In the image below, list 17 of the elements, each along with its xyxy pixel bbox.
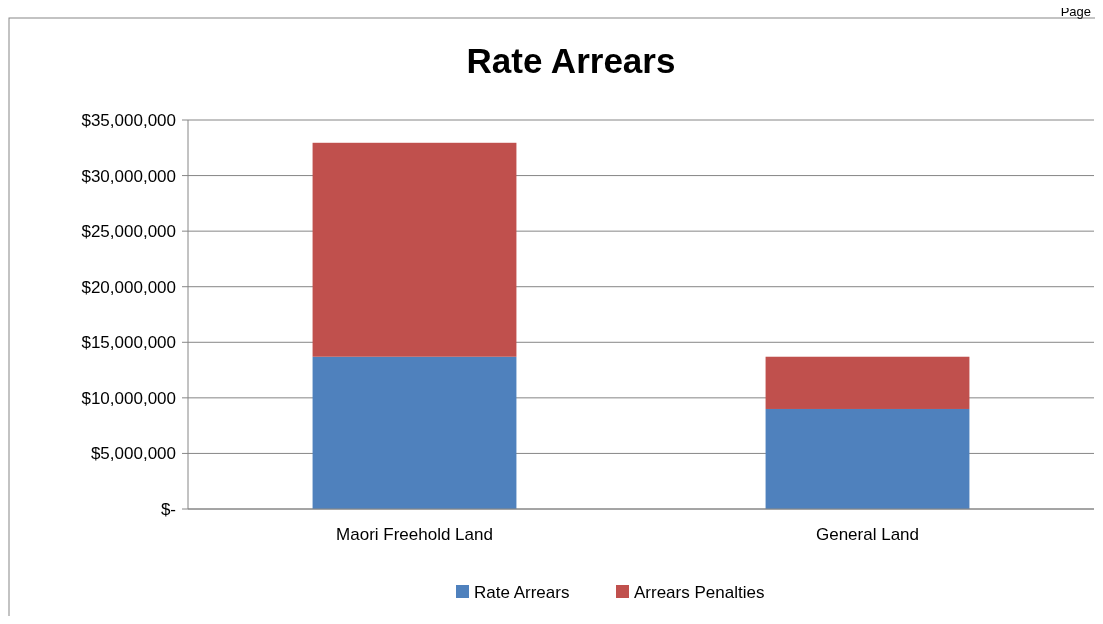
bar	[312, 142, 517, 357]
y-tick-label: $35,000,000	[81, 110, 176, 130]
y-tick-label: $10,000,000	[81, 388, 176, 408]
bar	[765, 408, 970, 509]
bar	[312, 356, 517, 509]
legend-label: Arrears Penalties	[634, 582, 765, 602]
y-tick-label: $30,000,000	[81, 166, 176, 186]
y-tick-label: $20,000,000	[81, 277, 176, 297]
chart-title: Rate Arrears	[466, 41, 676, 80]
x-tick-label: Maori Freehold Land	[336, 525, 493, 544]
legend-label: Rate Arrears	[474, 582, 570, 602]
y-tick-label: $-	[160, 499, 176, 519]
bar	[765, 356, 970, 409]
y-tick-label: $5,000,000	[90, 444, 176, 464]
y-tick-label: $25,000,000	[81, 222, 176, 242]
y-tick-label: $15,000,000	[81, 333, 176, 353]
x-tick-label: General Land	[815, 525, 920, 544]
